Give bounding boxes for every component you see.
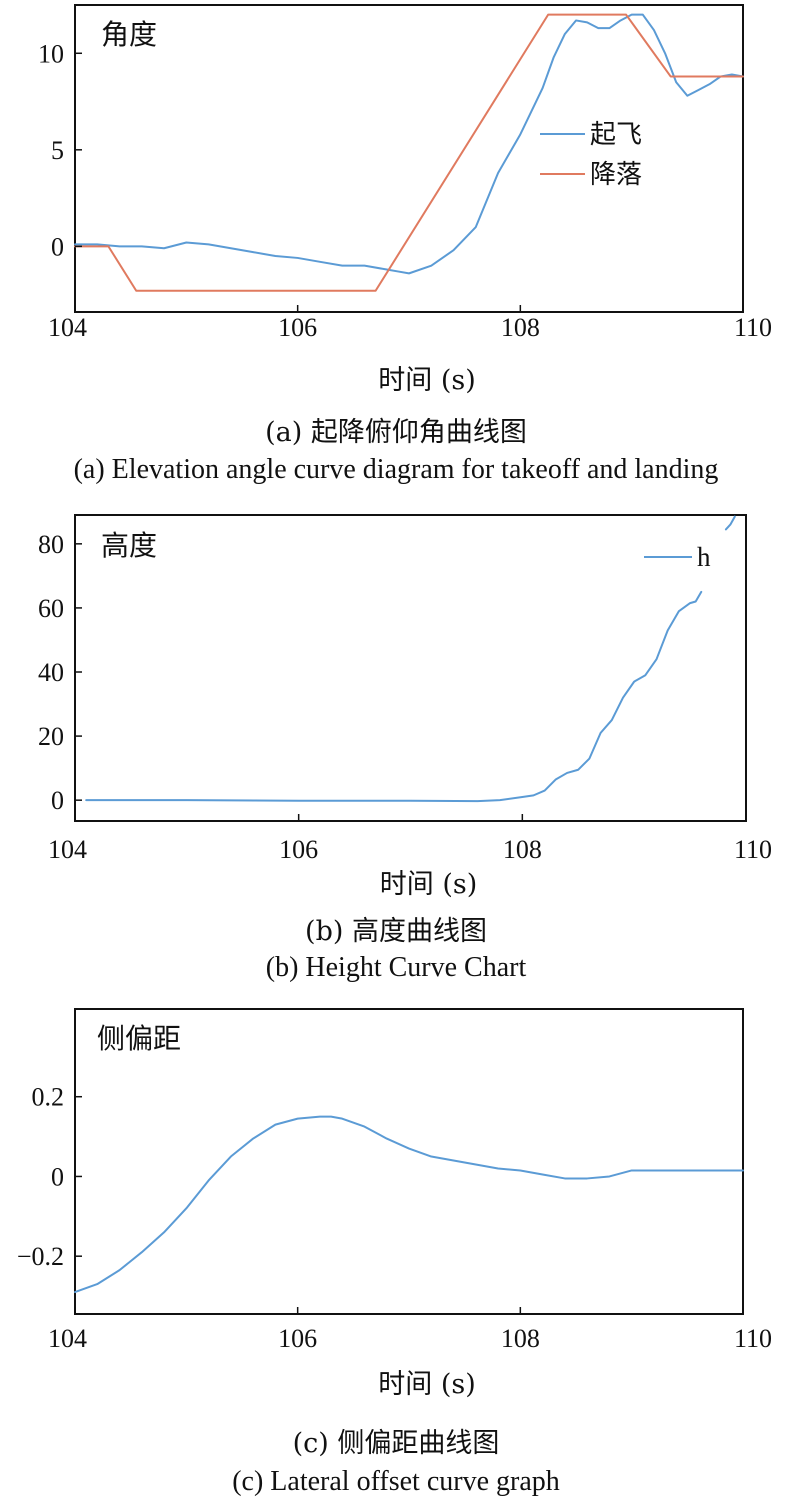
series-group (74, 1115, 744, 1294)
legend-label: h (697, 542, 711, 572)
series-line-0 (74, 1115, 744, 1294)
series-group (74, 13, 744, 292)
x-tick-label: 108 (501, 313, 540, 342)
series-line-1 (724, 515, 736, 531)
chart-inner-label: 侧偏距 (97, 1022, 181, 1055)
y-tick-label: 20 (38, 722, 64, 751)
caption-zh: (b) 高度曲线图 (305, 916, 487, 947)
x-tick-label: 106 (278, 313, 317, 342)
x-tick-label: 108 (503, 835, 542, 864)
y-tick-label: 60 (38, 594, 64, 623)
caption-en: (a) Elevation angle curve diagram for ta… (74, 454, 719, 485)
x-tick-label: 104 (48, 1324, 87, 1353)
x-tick-label: 110 (734, 313, 772, 342)
plot-frame (74, 514, 747, 822)
x-tick-label: 104 (48, 835, 87, 864)
caption-zh: (c) 侧偏距曲线图 (293, 1428, 500, 1459)
y-tick-label: 0 (51, 232, 64, 261)
caption-zh: (a) 起降俯仰角曲线图 (265, 417, 527, 448)
y-tick-label: −0.2 (17, 1242, 64, 1271)
y-tick-label: 0 (51, 786, 64, 815)
y-tick-label: 80 (38, 530, 64, 559)
x-tick-label: 108 (501, 1324, 540, 1353)
series-line-0 (74, 13, 744, 275)
caption-en: (b) Height Curve Chart (266, 952, 527, 983)
x-tick-label: 110 (734, 1324, 772, 1353)
legend: h (644, 542, 711, 572)
legend-label: 起飞 (590, 120, 642, 150)
x-tick-label: 104 (48, 313, 87, 342)
plot-frame (74, 1008, 744, 1315)
plot-frame (74, 4, 744, 313)
y-tick-label: 40 (38, 658, 64, 687)
chart-inner-label: 角度 (101, 18, 157, 51)
x-tick-label: 106 (278, 1324, 317, 1353)
y-tick-label: 5 (51, 136, 64, 165)
x-tick-label: 106 (279, 835, 318, 864)
legend-label: 降落 (590, 160, 642, 190)
series-group (85, 515, 736, 803)
chart-1: 104 106 108 110 80 60 40 20 0 高度 h 时间 (s) (b) 高度曲线图 (… (38, 514, 772, 983)
chart-inner-label: 高度 (101, 529, 157, 562)
x-axis-label: 时间 (s) (380, 869, 478, 900)
x-axis-label: 时间 (s) (378, 1369, 476, 1400)
x-tick-label: 110 (734, 835, 772, 864)
y-tick-label: 0 (51, 1162, 64, 1191)
caption-en: (c) Lateral offset curve graph (232, 1466, 560, 1497)
series-line-0 (85, 590, 703, 803)
y-tick-label: 10 (38, 39, 64, 68)
y-tick-label: 0.2 (32, 1083, 65, 1112)
x-axis-label: 时间 (s) (378, 365, 476, 396)
series-line-1 (74, 13, 744, 292)
